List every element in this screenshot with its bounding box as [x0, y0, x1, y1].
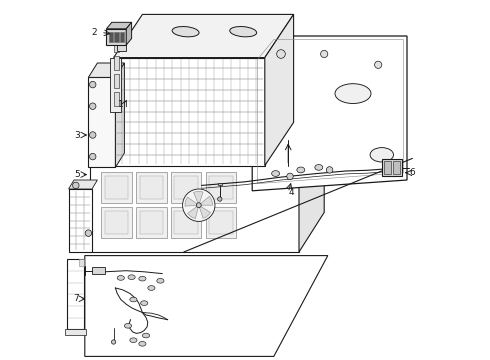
Bar [109, 32, 113, 42]
Text: 7: 7 [73, 294, 79, 303]
Ellipse shape [128, 275, 135, 280]
Text: 3: 3 [75, 130, 80, 139]
Polygon shape [265, 14, 294, 166]
Text: 2: 2 [91, 28, 97, 37]
Circle shape [218, 197, 222, 201]
Bar [104, 176, 128, 199]
Circle shape [90, 81, 96, 88]
Polygon shape [106, 22, 132, 29]
Circle shape [326, 167, 333, 173]
Circle shape [196, 203, 201, 208]
Polygon shape [110, 58, 121, 112]
Wedge shape [194, 192, 203, 205]
Text: 6: 6 [410, 168, 415, 177]
Polygon shape [106, 29, 126, 45]
Polygon shape [65, 329, 86, 335]
Circle shape [90, 153, 96, 160]
Text: 1: 1 [118, 100, 123, 109]
Circle shape [90, 132, 96, 138]
Bar [114, 38, 119, 52]
Circle shape [90, 103, 96, 109]
Polygon shape [85, 256, 328, 356]
Bar [140, 176, 163, 199]
Bar [206, 172, 236, 203]
Bar [140, 211, 163, 234]
Bar [206, 207, 236, 238]
Bar [114, 92, 119, 106]
Ellipse shape [315, 165, 323, 170]
Polygon shape [252, 36, 407, 191]
Wedge shape [199, 205, 210, 218]
Bar [117, 37, 126, 51]
Bar [218, 183, 222, 185]
Bar [171, 172, 201, 203]
Bar [174, 211, 198, 234]
Circle shape [320, 50, 328, 58]
Circle shape [111, 340, 116, 344]
Wedge shape [199, 196, 213, 205]
Ellipse shape [157, 279, 164, 283]
Ellipse shape [148, 286, 155, 290]
Circle shape [277, 50, 285, 58]
Bar [114, 74, 119, 88]
Bar [120, 32, 124, 42]
Polygon shape [67, 259, 84, 329]
Circle shape [73, 182, 79, 189]
Bar [209, 176, 233, 199]
Circle shape [183, 189, 215, 221]
Bar [382, 159, 402, 176]
Polygon shape [79, 259, 84, 266]
Polygon shape [88, 63, 124, 77]
Bar [174, 176, 198, 199]
Ellipse shape [271, 171, 280, 176]
Ellipse shape [143, 333, 149, 338]
Wedge shape [185, 197, 199, 206]
Ellipse shape [141, 301, 148, 305]
Circle shape [374, 61, 382, 68]
Bar [114, 56, 119, 70]
Polygon shape [69, 180, 98, 189]
Bar [392, 161, 400, 174]
Bar [384, 161, 391, 174]
Polygon shape [90, 119, 324, 158]
Bar [171, 207, 201, 238]
Bar [136, 207, 167, 238]
Polygon shape [69, 189, 92, 252]
Circle shape [85, 230, 92, 236]
Circle shape [287, 173, 293, 180]
Ellipse shape [130, 297, 137, 302]
Ellipse shape [139, 341, 146, 346]
Polygon shape [114, 58, 265, 166]
Bar [101, 207, 132, 238]
Bar [104, 211, 128, 234]
Ellipse shape [172, 27, 199, 37]
Bar [209, 211, 233, 234]
Ellipse shape [124, 323, 132, 328]
Text: 4: 4 [289, 188, 294, 197]
Ellipse shape [370, 148, 393, 162]
Text: 5: 5 [75, 170, 80, 179]
Polygon shape [126, 22, 132, 45]
Ellipse shape [139, 276, 146, 281]
Polygon shape [299, 119, 324, 252]
Bar [92, 267, 104, 274]
Ellipse shape [297, 167, 305, 173]
Polygon shape [116, 63, 124, 167]
Wedge shape [188, 205, 199, 219]
Ellipse shape [117, 276, 124, 280]
Polygon shape [114, 14, 294, 58]
Ellipse shape [335, 84, 371, 104]
Bar [136, 172, 167, 203]
Polygon shape [88, 77, 116, 167]
Bar [114, 32, 119, 42]
Ellipse shape [130, 338, 137, 343]
Bar [101, 172, 132, 203]
Polygon shape [90, 158, 299, 252]
Ellipse shape [230, 27, 257, 37]
